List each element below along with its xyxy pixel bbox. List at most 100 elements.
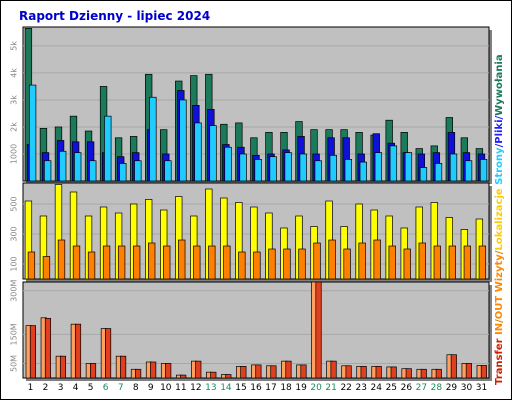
y-tick-label: 3k <box>10 95 19 105</box>
x-tick-label-day-31: 31 <box>476 383 487 393</box>
bar-top-pliki-day-3 <box>59 150 67 182</box>
legend-part: / <box>494 319 505 323</box>
bar-bottom-in-day-21 <box>330 360 337 379</box>
bar-top-pliki-day-27 <box>419 167 428 182</box>
bar-middle-wizyty-day-4 <box>72 245 81 280</box>
bar-top-pliki-day-11 <box>179 99 187 182</box>
legend-part: IN <box>494 323 505 339</box>
y-tick-label: 150M <box>10 323 19 345</box>
bar-middle-wizyty-day-16 <box>253 251 261 280</box>
bar-bottom-in-day-11 <box>180 374 187 379</box>
bar-middle-wizyty-day-19 <box>298 248 306 280</box>
bar-top-pliki-day-20 <box>314 160 322 182</box>
y-tick-label: 50M <box>10 355 19 372</box>
bar-top-pliki-day-8 <box>134 160 142 182</box>
x-tick-label-day-12: 12 <box>190 383 201 393</box>
x-tick-label-day-24: 24 <box>371 383 383 393</box>
bar-bottom-in-day-20 <box>315 281 322 379</box>
bar-bottom-in-day-5 <box>89 363 97 379</box>
bar-middle-wizyty-day-3 <box>57 239 66 280</box>
bar-top-pliki-day-30 <box>464 160 473 182</box>
x-tick-label-day-28: 28 <box>431 383 443 393</box>
bar-middle-wizyty-day-8 <box>132 245 141 280</box>
bar-middle-wizyty-day-1 <box>27 251 36 280</box>
bar-top-pliki-day-2 <box>43 160 52 182</box>
x-tick-label-day-7: 7 <box>118 383 124 393</box>
y-tick-label: 100 <box>10 256 19 271</box>
bar-top-pliki-day-5 <box>89 160 97 182</box>
legend-part: / <box>494 250 505 254</box>
bar-bottom-in-day-13 <box>210 371 217 379</box>
x-tick-label-day-11: 11 <box>175 383 186 393</box>
bar-bottom-in-day-10 <box>165 363 172 379</box>
bar-middle-wizyty-day-10 <box>163 245 171 280</box>
bar-middle-wizyty-day-31 <box>478 245 487 280</box>
bar-bottom-in-day-31 <box>480 365 487 379</box>
bar-top-pliki-day-31 <box>479 159 488 182</box>
bar-top-pliki-day-29 <box>449 153 458 182</box>
bar-bottom-in-day-17 <box>270 365 277 379</box>
bar-bottom-in-day-2 <box>44 318 52 379</box>
bar-top-pliki-day-14 <box>224 146 232 182</box>
right-legend: Transfer IN/OUT Wizyty/Lokalizacje Stron… <box>494 54 505 385</box>
bar-bottom-in-day-15 <box>240 366 247 379</box>
bar-bottom-in-day-26 <box>405 368 412 379</box>
bar-middle-wizyty-day-30 <box>463 245 472 280</box>
bar-bottom-in-day-29 <box>450 354 457 379</box>
bar-middle-wizyty-day-26 <box>403 248 411 280</box>
panel-top: 1000 2k 3k 4k 5k <box>10 26 492 184</box>
bar-top-pliki-day-24 <box>374 152 383 182</box>
bar-top-pliki-day-4 <box>74 152 82 182</box>
bar-top-pliki-day-7 <box>119 163 127 182</box>
bar-bottom-in-day-8 <box>135 368 142 379</box>
x-tick-label-day-10: 10 <box>160 383 172 393</box>
bar-bottom-in-day-14 <box>225 374 232 379</box>
bar-top-pliki-day-25 <box>389 145 398 182</box>
x-tick-label-day-13: 13 <box>205 383 216 393</box>
bar-top-pliki-day-6 <box>104 115 112 182</box>
bar-bottom-in-day-3 <box>59 355 67 379</box>
bar-bottom-in-day-27 <box>420 368 427 379</box>
bar-middle-wizyty-day-25 <box>388 245 396 280</box>
bar-bottom-in-day-22 <box>345 365 352 379</box>
bar-middle-wizyty-day-21 <box>328 239 336 280</box>
x-tick-label-day-6: 6 <box>103 383 109 393</box>
bar-bottom-in-day-18 <box>285 360 292 379</box>
x-tick-label-day-15: 15 <box>235 383 246 393</box>
bar-top-pliki-day-17 <box>269 156 277 182</box>
bar-bottom-in-day-16 <box>255 364 262 379</box>
x-tick-label-day-27: 27 <box>416 383 427 393</box>
bar-middle-wizyty-day-6 <box>102 245 111 280</box>
bar-top-pliki-day-9 <box>149 96 157 182</box>
legend-part: Transfer <box>494 338 505 385</box>
x-axis-day-labels: 1 2 3 4 5 6 7 8 9 10 11 12 13 14 15 16 17 18 19 20 21 22 23 24 2… <box>28 383 488 393</box>
x-tick-label-day-5: 5 <box>88 383 94 393</box>
bar-top-pliki-day-21 <box>329 154 337 182</box>
bar-bottom-in-day-9 <box>150 361 157 379</box>
y-tick-label: 300 <box>10 226 19 241</box>
x-tick-label-day-20: 20 <box>310 383 322 393</box>
bar-middle-wizyty-day-11 <box>178 239 186 280</box>
bar-middle-wizyty-day-5 <box>87 251 96 280</box>
bar-top-pliki-day-22 <box>344 159 352 182</box>
y-tick-label: 1000 <box>10 144 19 164</box>
bar-middle-wizyty-day-2 <box>42 256 51 280</box>
bar-top-pliki-day-23 <box>359 161 367 182</box>
bar-top-pliki-day-10 <box>164 160 172 182</box>
y-tick-label: 4k <box>10 68 19 78</box>
legend-part: / <box>494 116 505 120</box>
chart-title: Raport Dzienny - lipiec 2024 <box>19 9 210 23</box>
x-tick-label-day-9: 9 <box>148 383 154 393</box>
x-tick-label-day-19: 19 <box>295 383 307 393</box>
y-tick-label: 2k <box>10 122 19 132</box>
bar-top-pliki-day-18 <box>284 152 292 182</box>
panel-background <box>22 281 490 379</box>
x-tick-label-day-3: 3 <box>58 383 64 393</box>
bar-top-pliki-day-12 <box>194 122 202 182</box>
bar-top-pliki-day-19 <box>299 153 307 182</box>
bar-top-pliki-day-13 <box>209 125 217 182</box>
x-tick-label-day-29: 29 <box>446 383 458 393</box>
bar-bottom-in-day-23 <box>360 366 367 379</box>
x-tick-label-day-26: 26 <box>401 383 413 393</box>
